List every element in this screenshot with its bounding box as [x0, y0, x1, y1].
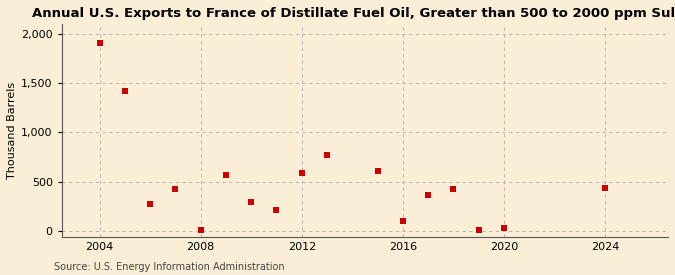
- Point: [448, 187, 459, 192]
- Title: Annual U.S. Exports to France of Distillate Fuel Oil, Greater than 500 to 2000 p: Annual U.S. Exports to France of Distill…: [32, 7, 675, 20]
- Point: [144, 202, 155, 206]
- Point: [498, 226, 509, 230]
- Point: [119, 89, 130, 93]
- Point: [372, 169, 383, 173]
- Point: [296, 170, 307, 175]
- Point: [170, 187, 181, 192]
- Y-axis label: Thousand Barrels: Thousand Barrels: [7, 82, 17, 179]
- Point: [398, 219, 408, 223]
- Point: [271, 208, 282, 212]
- Point: [246, 200, 256, 204]
- Point: [321, 153, 332, 157]
- Point: [221, 172, 232, 177]
- Point: [423, 193, 433, 197]
- Point: [195, 228, 206, 232]
- Point: [599, 186, 610, 191]
- Text: Source: U.S. Energy Information Administration: Source: U.S. Energy Information Administ…: [54, 262, 285, 272]
- Point: [473, 228, 484, 232]
- Point: [95, 41, 105, 45]
